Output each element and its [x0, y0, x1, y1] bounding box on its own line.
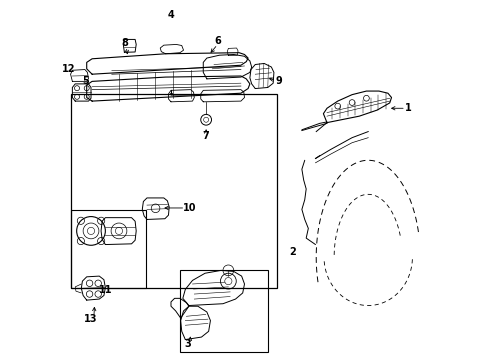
Text: 13: 13 — [84, 314, 98, 324]
Bar — [70, 211, 145, 288]
Bar — [70, 94, 276, 288]
Text: 11: 11 — [99, 285, 112, 296]
Text: 5: 5 — [82, 76, 89, 86]
Text: 3: 3 — [184, 338, 191, 348]
Bar — [180, 270, 267, 352]
Text: 10: 10 — [183, 203, 196, 213]
Text: 9: 9 — [275, 76, 282, 86]
Text: 2: 2 — [289, 247, 296, 257]
Text: 8: 8 — [121, 38, 127, 48]
Text: 12: 12 — [62, 64, 75, 74]
Text: 4: 4 — [167, 10, 174, 20]
Text: 1: 1 — [405, 103, 411, 113]
Text: 6: 6 — [214, 36, 221, 46]
Text: 7: 7 — [203, 131, 209, 141]
